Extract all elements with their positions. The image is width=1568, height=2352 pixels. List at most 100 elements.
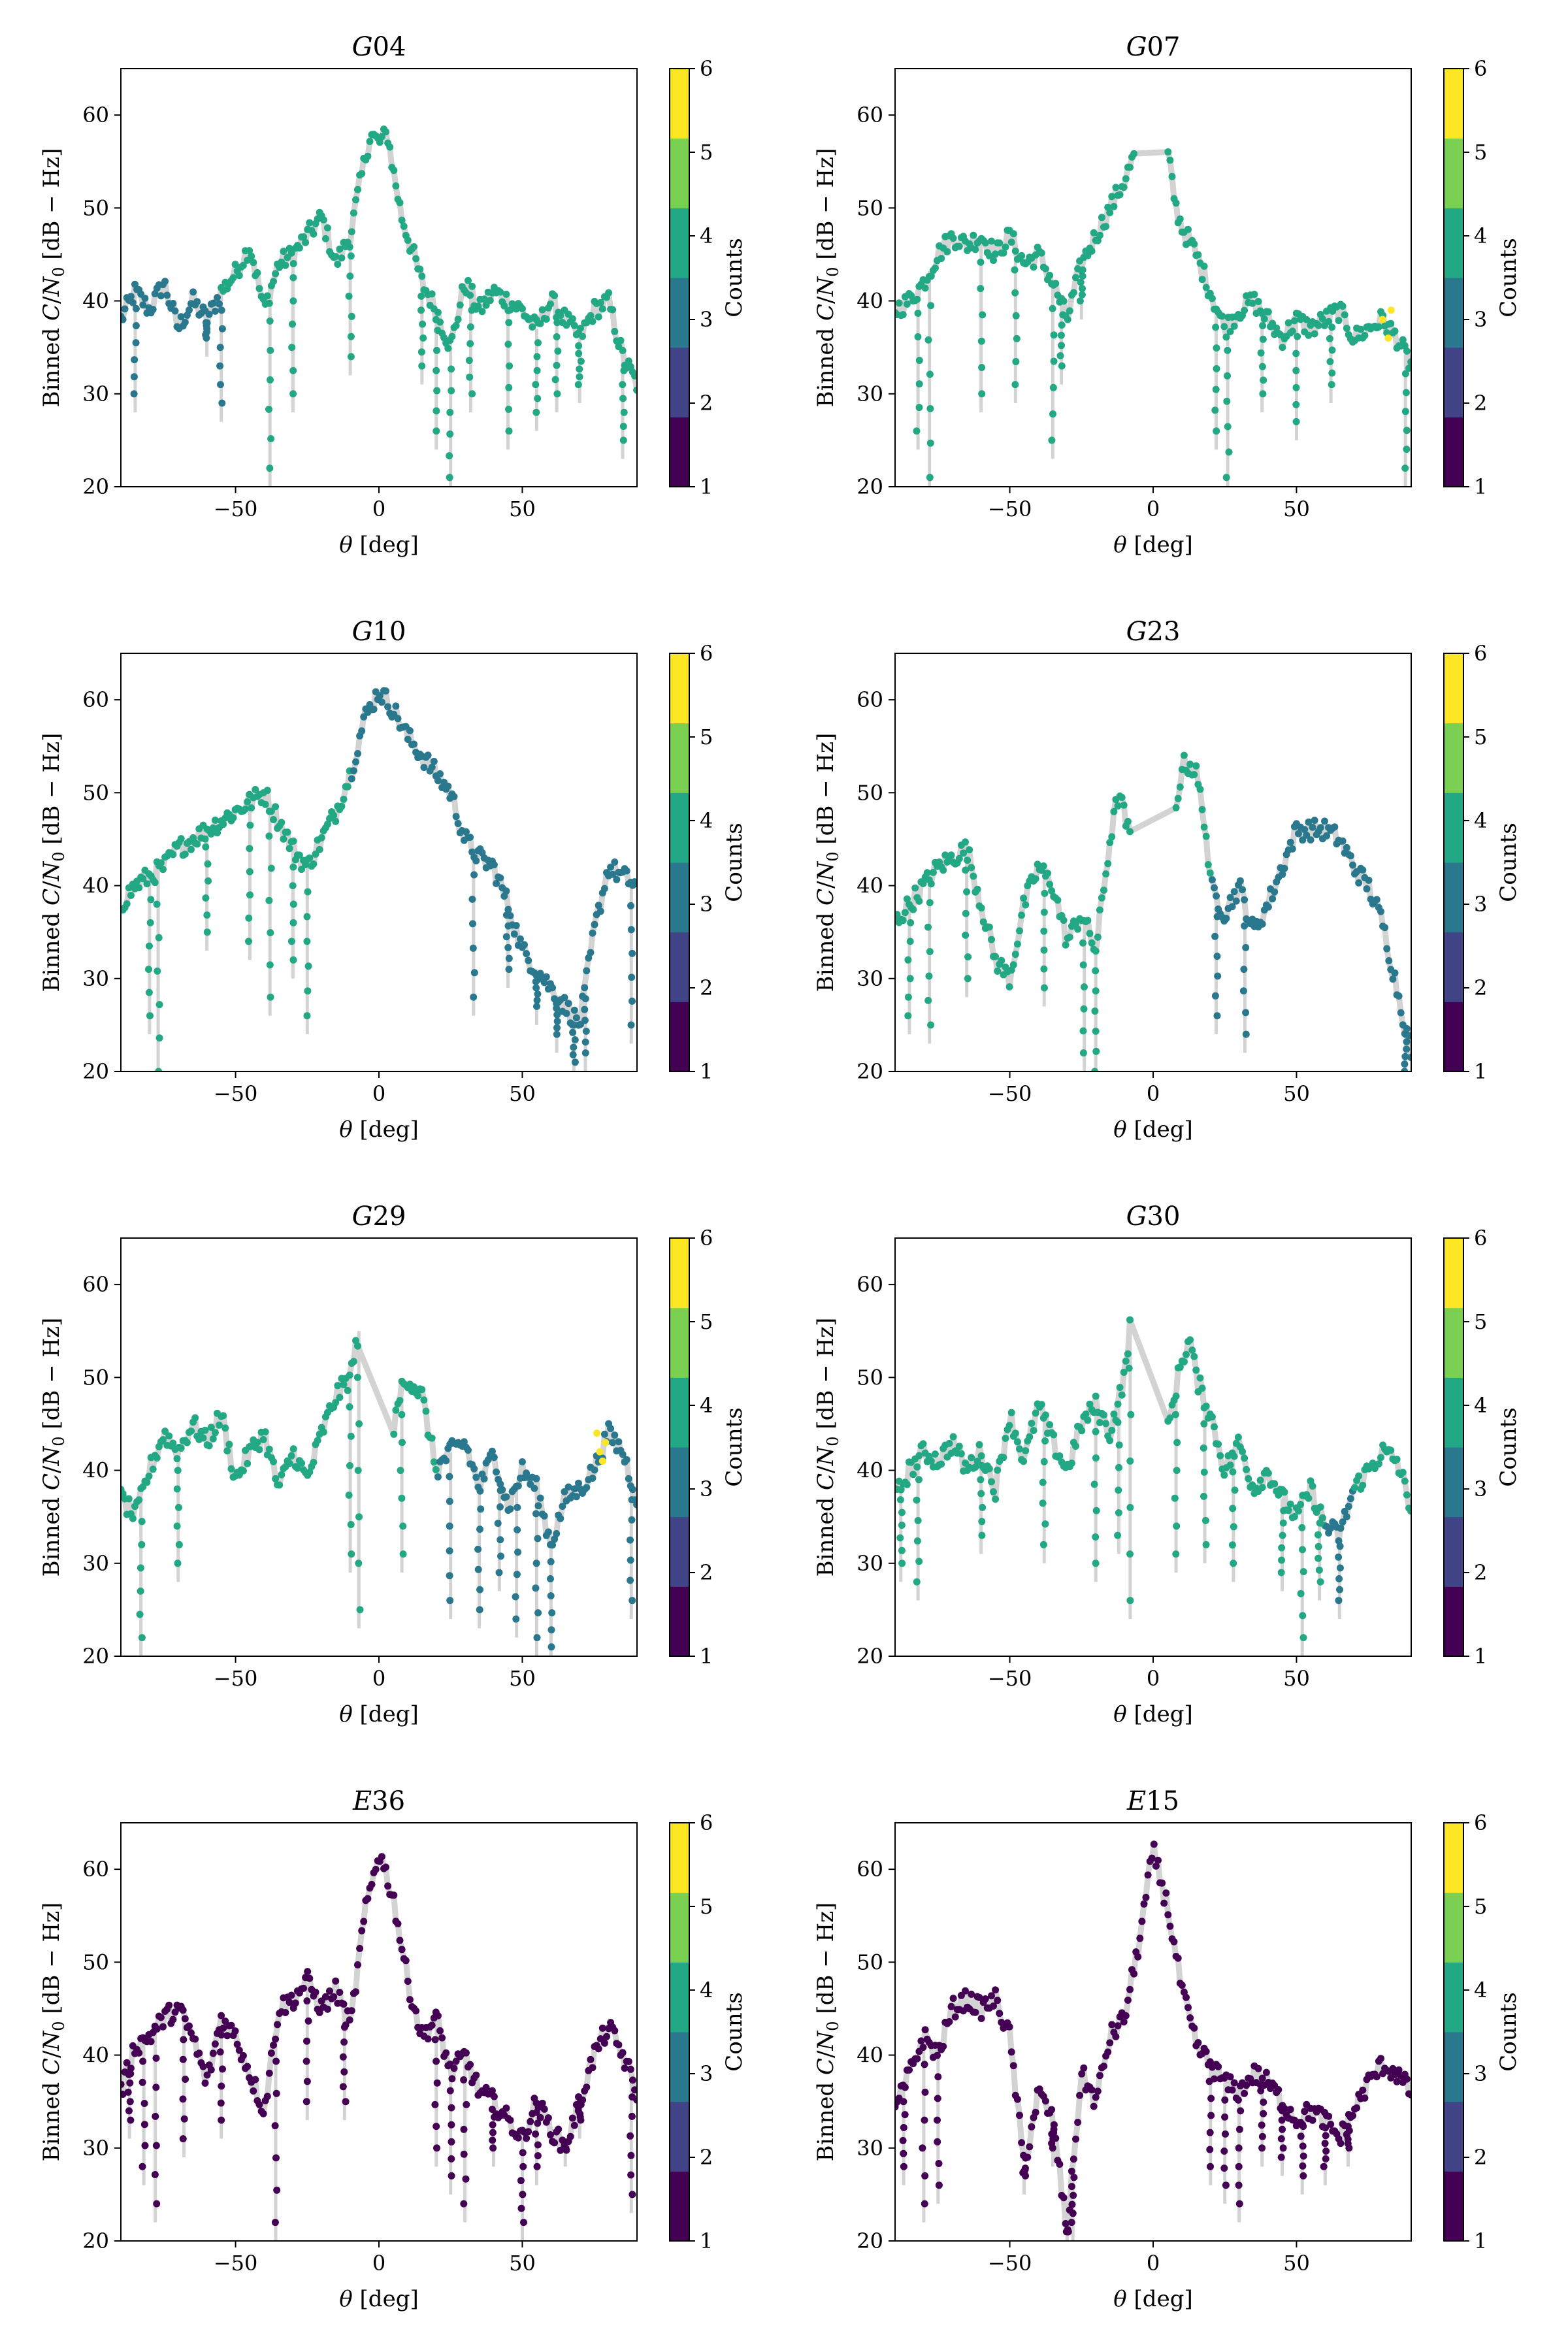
data-point [1241,306,1249,314]
data-point [1288,845,1296,853]
x-tick-label: 0 [1147,2251,1160,2276]
data-point [1373,896,1380,904]
data-point [972,2008,979,2016]
data-point [572,1014,580,1022]
data-point [1120,801,1128,809]
data-point [138,1541,146,1548]
data-point [340,1380,348,1388]
data-point [1299,1568,1307,1576]
data-point [955,242,963,250]
data-point [138,1518,146,1526]
data-point [1343,325,1350,332]
y-label-subscript: 0 [824,267,842,276]
data-point [175,1503,182,1511]
data-point [191,2035,199,2043]
data-point [310,1458,318,1466]
data-point [1005,983,1013,990]
data-point [489,2144,497,2152]
data-point [1186,2014,1194,2022]
data-point [1198,276,1206,284]
data-point [1092,967,1100,975]
data-point [1040,927,1048,935]
data-point [1403,1025,1411,1032]
data-point [272,2089,280,2097]
colorbar-label: Counts [1495,238,1522,317]
data-point [1110,1411,1118,1418]
colorbar-tick-label: 1 [700,1059,713,1084]
data-point [1039,1478,1047,1486]
colorbar-tick-label: 4 [700,223,713,248]
data-point [1176,783,1184,791]
data-point [990,257,997,264]
data-point [540,2105,548,2113]
y-label-c: C [813,2058,839,2075]
data-point [909,1471,917,1478]
colorbar-tick-label: 2 [1474,391,1487,416]
data-point [629,997,636,1005]
data-point [348,228,355,236]
x-axis-unit: [deg] [353,1117,419,1143]
data-point [538,306,546,314]
data-point [514,1548,522,1556]
data-point [340,2038,348,2046]
data-point [287,249,295,257]
data-point [1295,830,1302,838]
data-point [531,1484,538,1492]
data-point [544,2114,552,2122]
data-point [504,922,512,930]
data-point [1403,1491,1411,1499]
data-point [1221,2096,1229,2104]
data-point [1112,184,1120,191]
data-point [201,2080,209,2087]
data-point [1040,965,1048,973]
data-point [434,327,442,335]
data-point [1170,1938,1178,1946]
data-point [1277,2153,1285,2161]
colorbar-tick-label: 2 [700,391,713,416]
data-point [1214,972,1222,980]
data-point [1200,263,1208,270]
data-point [1096,2072,1103,2080]
colorbar-tick-label: 6 [1474,1810,1487,1835]
data-point [985,923,993,931]
data-point [581,995,589,1003]
data-point [1178,1982,1186,1989]
data-point [132,322,140,329]
x-tick-label: −50 [988,497,1032,521]
data-point [542,973,550,981]
data-point [992,953,1000,960]
data-point [1275,2086,1282,2093]
data-point [901,909,909,917]
data-point [1046,881,1054,888]
data-point [1279,2107,1286,2115]
y-label-prefix: Binned [813,906,839,992]
data-point [1016,927,1023,935]
data-point [1166,156,1174,164]
colorbar-segment [670,862,689,933]
data-point [390,167,398,174]
data-point [267,2050,275,2057]
data-point [338,254,346,262]
colorbar-tick-label: 3 [700,1477,713,1501]
data-point [1303,316,1311,323]
data-point [975,1441,983,1448]
axes-frame [894,1822,1412,2242]
data-point [1403,446,1411,453]
data-point [899,2136,907,2144]
y-label-n: N [813,276,839,297]
data-point [553,1024,561,1032]
colorbar-tick-label: 3 [1474,892,1487,917]
y-tick-label: 30 [82,2136,109,2161]
data-point [551,1535,559,1543]
data-point [410,740,417,748]
data-point [534,2141,542,2149]
data-point [1297,2132,1305,2140]
data-point [1315,1543,1322,1550]
data-point [577,2116,585,2124]
data-point [1228,1541,1236,1549]
y-label-unit: [dB − Hz] [39,1903,65,2021]
data-point [600,1430,608,1438]
data-point [477,1505,485,1513]
data-point [182,2076,189,2083]
